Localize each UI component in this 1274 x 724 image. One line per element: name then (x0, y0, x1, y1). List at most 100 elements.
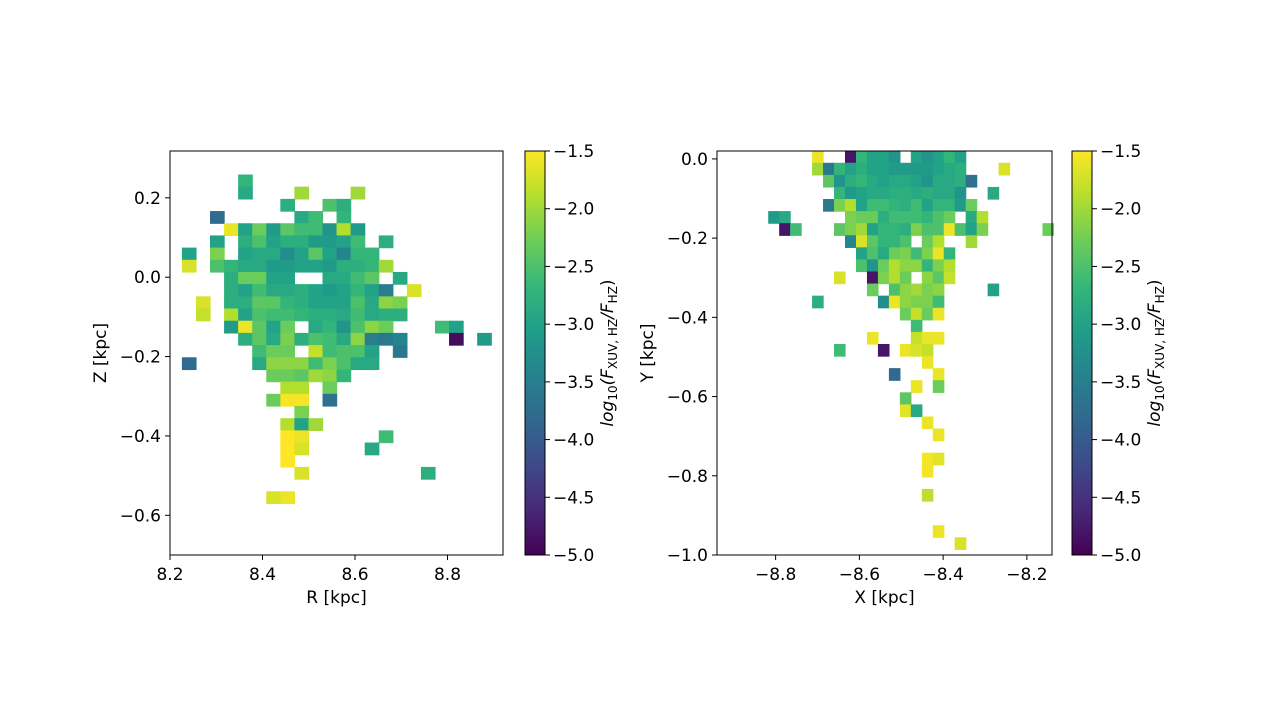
heatmap-cell (987, 186, 1000, 200)
heatmap-cell (322, 381, 338, 395)
heatmap-cell (845, 199, 857, 212)
heatmap-cell (294, 223, 310, 237)
heatmap-cell (266, 345, 281, 358)
heatmap-cell (336, 369, 352, 383)
heatmap-cell (954, 186, 967, 200)
heatmap-cell (195, 296, 211, 310)
heatmap-cell (308, 247, 324, 261)
heatmap-cell (280, 198, 295, 212)
heatmap-cell (845, 174, 857, 188)
heatmap-cell (308, 320, 324, 334)
heatmap-cell (790, 223, 802, 236)
heatmap-cell (921, 150, 934, 164)
heatmap-cell (845, 186, 857, 200)
heatmap-cell (932, 199, 945, 212)
heatmap-cell (943, 186, 956, 200)
heatmap-cell (943, 211, 956, 224)
heatmap-cell (812, 162, 824, 176)
heatmap-cell (866, 223, 879, 236)
heatmap-cell (322, 223, 338, 237)
heatmap-cell (322, 198, 338, 212)
heatmap-cell (336, 284, 352, 297)
heatmap-cell (280, 442, 295, 456)
heatmap-cell (965, 199, 978, 212)
heatmap-cell (195, 308, 211, 322)
heatmap-cell (392, 332, 408, 346)
heatmap-cell (252, 296, 267, 310)
heatmap-cell (855, 150, 868, 164)
heatmap-cell (280, 418, 295, 431)
x-tick-label: −8.8 (755, 565, 796, 585)
heatmap-cell (910, 211, 923, 224)
heatmap-cell (899, 392, 912, 405)
heatmap-cell (477, 332, 492, 346)
heatmap-cell (392, 296, 408, 310)
heatmap-cell (238, 247, 253, 261)
heatmap-cell (834, 174, 846, 188)
heatmap-cell (932, 186, 945, 200)
heatmap-cell (845, 235, 857, 248)
heatmap-cell (910, 247, 923, 261)
heatmap-cell (855, 235, 868, 248)
heatmap-cell (350, 271, 366, 285)
heatmap-cell (899, 247, 912, 261)
heatmap-cell (932, 150, 945, 164)
heatmap-cell (252, 247, 267, 261)
heatmap-cell (888, 368, 901, 381)
heatmap-cell (378, 235, 394, 249)
heatmap-cell (899, 186, 912, 200)
heatmap-cell (280, 259, 295, 273)
heatmap-cell (855, 211, 868, 224)
heatmap-cell (921, 416, 934, 430)
heatmap-cell (350, 332, 366, 346)
heatmap-cell (252, 332, 267, 346)
heatmap-cell (364, 271, 380, 285)
colorbar-tick-label: −1.5 (1100, 142, 1141, 162)
heatmap-cell (294, 405, 310, 419)
heatmap-cell (322, 308, 338, 322)
heatmap-cell (855, 247, 868, 261)
heatmap-cell (308, 418, 324, 431)
heatmap-cell (280, 308, 295, 322)
heatmap-cell (266, 393, 281, 407)
heatmap-cell (252, 271, 267, 285)
heatmap-cell (280, 332, 295, 346)
heatmap-cell (224, 296, 239, 310)
y-tick-label: −0.4 (120, 427, 161, 447)
heatmap-cell (877, 150, 890, 164)
y-axis-label: Y [kpc] (638, 323, 658, 383)
heatmap-cell (932, 452, 945, 466)
heatmap-cell (294, 418, 310, 431)
heatmap-cell (378, 308, 394, 322)
colorbar-tick-label: −5.0 (1100, 546, 1141, 566)
heatmap-cell (294, 259, 310, 273)
heatmap-cell (350, 308, 366, 322)
heatmap-cell (238, 284, 253, 297)
heatmap-cell (779, 211, 791, 224)
colorbar-tick-label: −2.0 (1100, 200, 1141, 220)
heatmap-cell (308, 223, 324, 237)
heatmap-cell (224, 223, 239, 237)
heatmap-cell (280, 393, 295, 407)
heatmap-cell (280, 357, 295, 371)
heatmap-cell (294, 466, 310, 480)
heatmap-cell (322, 320, 338, 334)
heatmap-cell (932, 174, 945, 188)
heatmap-cell (308, 357, 324, 371)
heatmap-cell (378, 284, 394, 297)
heatmap-cell (877, 174, 890, 188)
heatmap-cell (976, 211, 989, 224)
heatmap-cell (845, 162, 857, 176)
heatmap-cell (910, 174, 923, 188)
heatmap-cell (210, 235, 225, 249)
y-tick-label: −0.4 (667, 308, 708, 328)
heatmap-cell (834, 343, 846, 357)
heatmap-cell (294, 284, 310, 297)
heatmap-cell (364, 247, 380, 261)
heatmap-cell (910, 223, 923, 236)
heatmap-cell (280, 454, 295, 468)
heatmap-cell (280, 284, 295, 297)
heatmap-cell (877, 343, 890, 357)
heatmap-cell (910, 319, 923, 333)
heatmap-cell (921, 186, 934, 200)
